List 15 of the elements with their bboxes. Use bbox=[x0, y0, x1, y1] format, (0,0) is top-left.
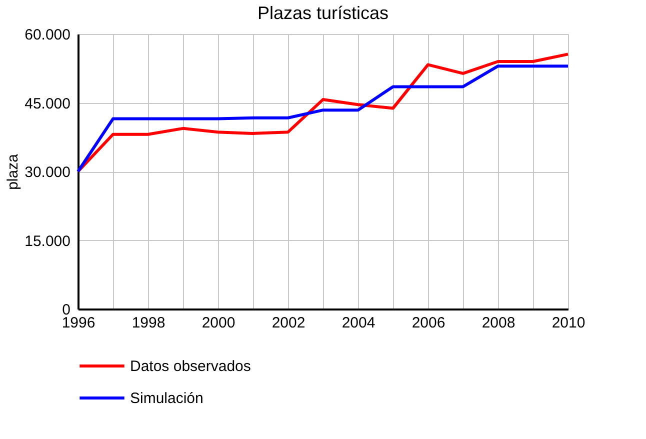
y-tick-label: 60.000 bbox=[24, 26, 70, 44]
y-tick-label: 45.000 bbox=[24, 95, 70, 112]
y-axis-title: plaza bbox=[4, 153, 22, 190]
legend-label: Simulación bbox=[130, 390, 204, 407]
x-tick-label: 2002 bbox=[272, 314, 306, 332]
chart-title: Plazas turísticas bbox=[257, 3, 389, 23]
x-tick-label: 2008 bbox=[482, 314, 516, 332]
y-tick-label: 30.000 bbox=[24, 164, 70, 181]
x-tick-label: 2000 bbox=[202, 314, 236, 332]
x-tick-label: 1998 bbox=[132, 314, 166, 332]
y-tick-label: 15.000 bbox=[24, 232, 70, 250]
legend-label: Datos observados bbox=[130, 358, 251, 375]
x-tick-label: 2010 bbox=[552, 314, 586, 332]
x-tick-label: 2004 bbox=[342, 314, 376, 332]
x-tick-label: 2006 bbox=[412, 314, 446, 332]
